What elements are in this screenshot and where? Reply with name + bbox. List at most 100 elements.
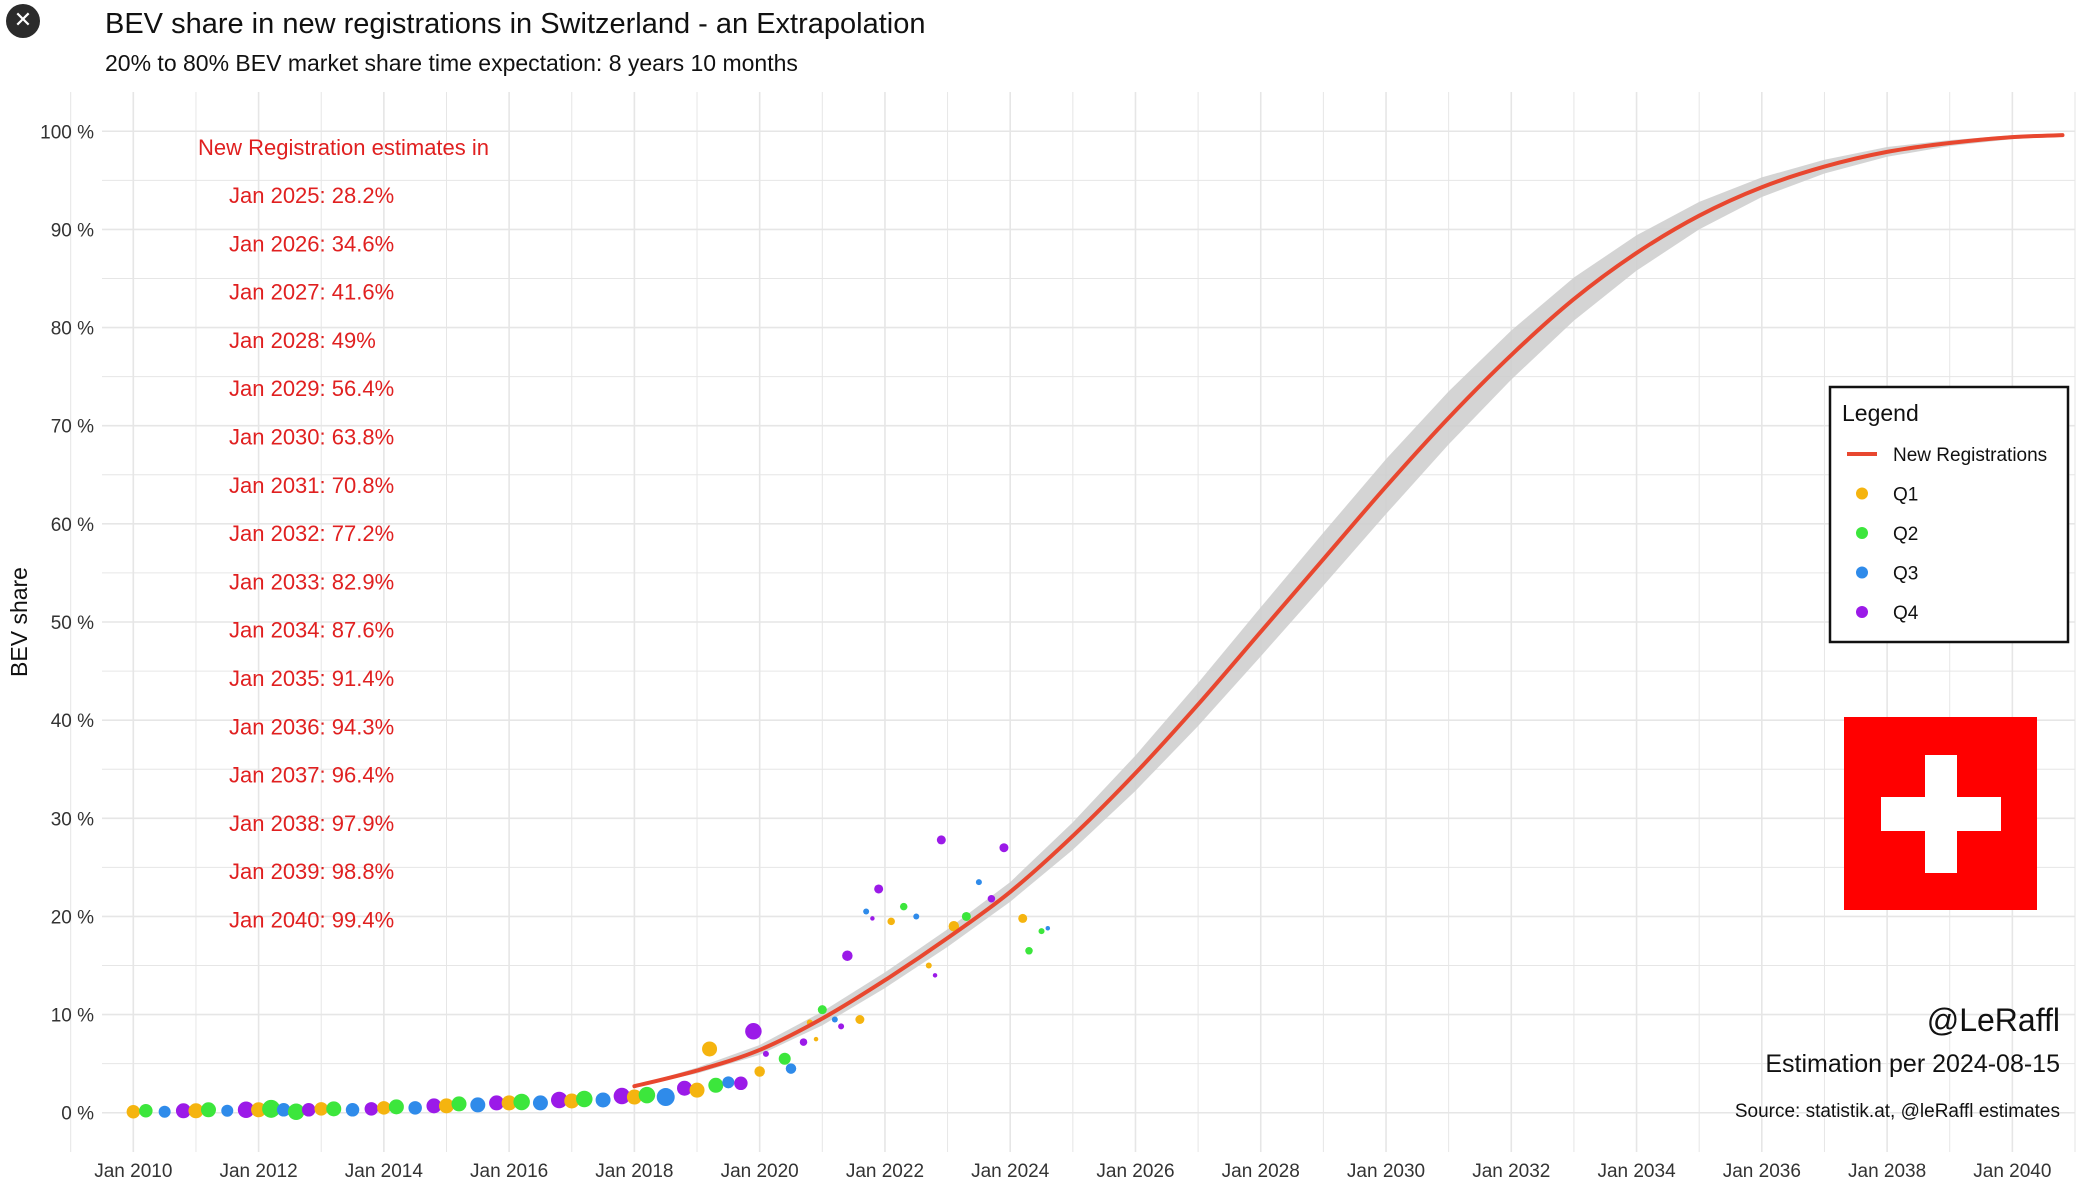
estimates-header: New Registration estimates in xyxy=(198,135,489,160)
scatter-point-q1 xyxy=(754,1066,765,1077)
y-tick-label: 90 % xyxy=(51,220,94,241)
close-icon[interactable]: ✕ xyxy=(6,4,40,38)
axes: Jan 2010 Jan 2012 Jan 2014 Jan 2016 Jan 2018… xyxy=(40,122,2051,1182)
x-tick-label: Jan 2030 xyxy=(1347,1161,1425,1182)
credits: @LeRaffl Estimation per 2024-08-15 Sourc… xyxy=(1735,1002,2060,1122)
estimate-line: Jan 2037: 96.4% xyxy=(229,763,394,788)
legend-box xyxy=(1828,385,2070,644)
scatter-point-q1 xyxy=(948,921,960,932)
scatter-point-q2 xyxy=(778,1052,791,1065)
legend-item-label: Q2 xyxy=(1893,524,1918,545)
scatter-point-q2 xyxy=(139,1104,153,1118)
scatter-point-q4 xyxy=(175,1103,191,1119)
y-tick-label: 40 % xyxy=(51,711,94,732)
estimate-line: Jan 2030: 63.8% xyxy=(229,425,394,450)
legend-item-label: Q4 xyxy=(1893,603,1919,624)
estimate-line: Jan 2026: 34.6% xyxy=(229,231,394,256)
scatter-point-q4 xyxy=(489,1095,505,1111)
scatter-point-q3 xyxy=(345,1103,360,1117)
source-note: Source: statistik.at, @leRaffl estimates xyxy=(1735,1101,2060,1122)
y-tick-label: 80 % xyxy=(51,319,94,340)
scatter-point-q3 xyxy=(1045,925,1051,931)
scatter-point-q2 xyxy=(708,1077,724,1093)
author-handle: @LeRaffl xyxy=(1927,1002,2060,1038)
scatter-point-q1 xyxy=(855,1015,865,1024)
scatter-point-q4 xyxy=(613,1087,631,1105)
scatter-point-q3 xyxy=(158,1105,171,1118)
x-tick-label: Jan 2012 xyxy=(219,1161,297,1182)
scatter-point-q2 xyxy=(1025,947,1033,955)
scatter-point-q4 xyxy=(932,973,938,978)
y-tick-label: 70 % xyxy=(51,417,94,438)
x-tick-label: Jan 2040 xyxy=(1973,1161,2051,1182)
y-tick-label: 50 % xyxy=(51,613,94,634)
scatter-point-q1 xyxy=(702,1041,718,1057)
scatter-point-q3 xyxy=(785,1063,797,1074)
series-line-new-registrations xyxy=(632,133,2065,1089)
scatter-point-q4 xyxy=(870,916,875,921)
scatter-point-q3 xyxy=(408,1101,422,1115)
scatter-point-q2 xyxy=(262,1099,281,1118)
scatter-point-q4 xyxy=(237,1101,255,1119)
estimate-line: Jan 2033: 82.9% xyxy=(229,569,394,594)
scatter-point-q1 xyxy=(1018,913,1028,923)
scatter-points xyxy=(126,835,1051,1121)
scatter-point-q2 xyxy=(513,1093,530,1111)
scatter-point-q4 xyxy=(936,835,946,845)
scatter-point-q4 xyxy=(301,1103,316,1117)
scatter-point-q1 xyxy=(377,1101,391,1115)
scatter-point-q1 xyxy=(626,1089,642,1105)
grid xyxy=(70,92,2076,1152)
scatter-point-q4 xyxy=(842,950,853,961)
x-tick-label: Jan 2020 xyxy=(721,1161,799,1182)
scatter-point-q3 xyxy=(656,1088,675,1107)
estimate-line: Jan 2025: 28.2% xyxy=(229,183,394,208)
scatter-point-q1 xyxy=(925,962,932,969)
scatter-point-q4 xyxy=(799,1038,808,1046)
scatter-point-q4 xyxy=(838,1023,845,1030)
y-tick-label: 100 % xyxy=(40,122,94,143)
chart-title: BEV share in new registrations in Switze… xyxy=(105,8,926,40)
scatter-point-q4 xyxy=(762,1050,769,1057)
legend-item-label: New Registrations xyxy=(1893,445,2047,466)
estimate-line: Jan 2036: 94.3% xyxy=(229,714,394,739)
scatter-point-q1 xyxy=(689,1082,705,1098)
x-tick-label: Jan 2032 xyxy=(1472,1161,1550,1182)
scatter-point-q2 xyxy=(451,1096,467,1112)
scatter-point-q2 xyxy=(200,1102,216,1118)
y-axis-label: BEV share xyxy=(6,567,32,677)
scatter-point-q4 xyxy=(999,843,1009,853)
estimate-line: Jan 2029: 56.4% xyxy=(229,376,394,401)
scatter-point-q2 xyxy=(326,1101,342,1117)
legend-dot-q3 xyxy=(1856,566,1868,579)
scatter-point-q3 xyxy=(975,879,982,886)
estimate-line: Jan 2027: 41.6% xyxy=(229,280,394,305)
scatter-point-q1 xyxy=(126,1105,141,1119)
x-tick-label: Jan 2034 xyxy=(1597,1161,1676,1182)
scatter-point-q1 xyxy=(251,1102,267,1118)
estimate-line: Jan 2031: 70.8% xyxy=(229,473,394,498)
x-tick-label: Jan 2024 xyxy=(971,1161,1050,1182)
legend-dot-q1 xyxy=(1856,487,1868,500)
scatter-point-q3 xyxy=(276,1103,291,1117)
scatter-point-q1 xyxy=(188,1103,204,1119)
scatter-point-q1 xyxy=(314,1102,328,1116)
scatter-point-q1 xyxy=(887,917,895,926)
estimate-line: Jan 2039: 98.8% xyxy=(229,859,394,884)
scatter-point-q1 xyxy=(438,1098,454,1114)
scatter-point-q3 xyxy=(863,908,870,915)
x-tick-label: Jan 2028 xyxy=(1222,1161,1300,1182)
scatter-point-q4 xyxy=(677,1080,693,1096)
scatter-point-q2 xyxy=(899,902,908,911)
estimate-line: Jan 2034: 87.6% xyxy=(229,618,394,643)
scatter-point-q3 xyxy=(470,1097,486,1113)
scatter-point-q2 xyxy=(287,1103,305,1121)
scatter-point-q4 xyxy=(987,895,996,903)
scatter-point-q2 xyxy=(1038,928,1045,935)
legend-title: Legend xyxy=(1842,400,1919,426)
y-tick-label: 20 % xyxy=(51,907,94,928)
x-tick-label: Jan 2018 xyxy=(595,1161,673,1182)
estimate-line: Jan 2038: 97.9% xyxy=(229,811,394,836)
estimation-date: Estimation per 2024-08-15 xyxy=(1765,1050,2060,1078)
